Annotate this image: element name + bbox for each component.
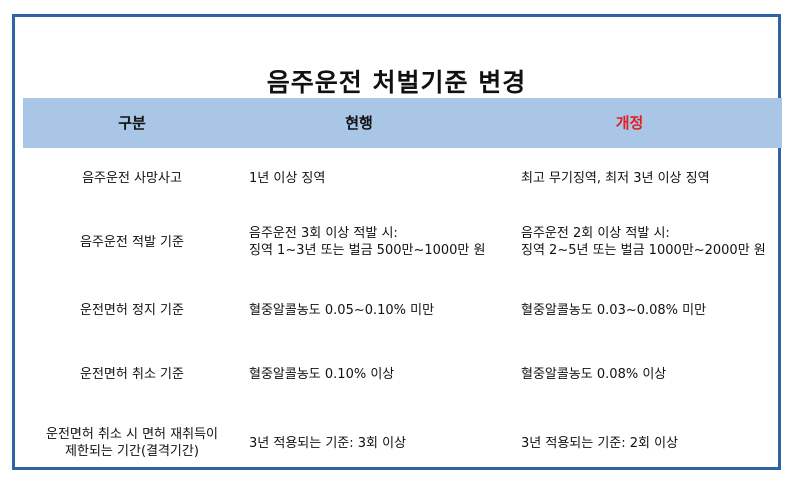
row-current: 혈중알콜농도 0.05~0.10% 미만 — [241, 302, 513, 319]
row-current-line: 1년 이상 징역 — [249, 170, 326, 186]
row-current: 1년 이상 징역 — [241, 170, 513, 187]
row-revised: 최고 무기징역, 최저 3년 이상 징역 — [513, 170, 782, 187]
row-revised: 혈중알콜농도 0.08% 이상 — [513, 366, 782, 383]
row-current-line: 혈중알콜농도 0.10% 이상 — [249, 366, 395, 382]
row-category: 운전면허 정지 기준 — [23, 302, 241, 319]
row-revised-line: 징역 2~5년 또는 벌금 1000만~2000만 원 — [521, 243, 766, 258]
row-category-line: 음주운전 적발 기준 — [80, 234, 184, 250]
table-row: 음주운전 사망사고 1년 이상 징역 최고 무기징역, 최저 3년 이상 징역 — [23, 148, 782, 208]
row-revised-line: 3년 적용되는 기준: 2회 이상 — [521, 435, 679, 451]
row-category-line: 제한되는 기간(결격기간) — [65, 444, 199, 459]
row-revised-line: 최고 무기징역, 최저 3년 이상 징역 — [521, 170, 710, 186]
row-revised: 3년 적용되는 기준: 2회 이상 — [513, 435, 782, 452]
row-category: 운전면허 취소 기준 — [23, 366, 241, 383]
row-revised: 혈중알콜농도 0.03~0.08% 미만 — [513, 302, 782, 319]
header-current: 현행 — [345, 113, 373, 132]
row-category-line: 운전면허 취소 기준 — [80, 366, 184, 382]
header-revised: 개정 — [615, 113, 644, 132]
row-current: 혈중알콜농도 0.10% 이상 — [241, 366, 513, 383]
row-category: 음주운전 적발 기준 — [23, 234, 241, 251]
row-category-line: 운전면허 정지 기준 — [80, 302, 184, 318]
table-header-row: 구분 현행 개정 — [23, 98, 782, 148]
page-title: 음주운전 처벌기준 변경 — [266, 68, 527, 97]
comparison-table: 구분 현행 개정 음주운전 사망사고 1년 이상 징역 최고 무기징역, 최저 … — [23, 98, 782, 482]
row-revised: 음주운전 2회 이상 적발 시: 징역 2~5년 또는 벌금 1000만~200… — [513, 225, 782, 259]
row-current: 음주운전 3회 이상 적발 시: 징역 1~3년 또는 벌금 500만~1000… — [241, 225, 513, 259]
table-row: 음주운전 적발 기준 음주운전 3회 이상 적발 시: 징역 1~3년 또는 벌… — [23, 208, 782, 276]
row-current-line: 음주운전 3회 이상 적발 시: — [249, 226, 398, 241]
row-current-line: 징역 1~3년 또는 벌금 500만~1000만 원 — [249, 243, 486, 258]
table-row: 운전면허 취소 기준 혈중알콜농도 0.10% 이상 혈중알콜농도 0.08% … — [23, 344, 782, 404]
table-frame: 음주운전 처벌기준 변경 구분 현행 개정 음주운전 사망사고 1년 이상 징역… — [12, 14, 782, 470]
row-current-line: 3년 적용되는 기준: 3회 이상 — [249, 435, 407, 451]
row-revised-line: 혈중알콜농도 0.08% 이상 — [521, 366, 667, 382]
table-row: 운전면허 정지 기준 혈중알콜농도 0.05~0.10% 미만 혈중알콜농도 0… — [23, 276, 782, 344]
header-category: 구분 — [118, 113, 146, 132]
row-revised-line: 음주운전 2회 이상 적발 시: — [521, 226, 670, 241]
row-category: 음주운전 사망사고 — [23, 170, 241, 187]
table-row: 운전면허 취소 시 면허 재취득이 제한되는 기간(결격기간) 3년 적용되는 … — [23, 404, 782, 482]
row-current-line: 혈중알콜농도 0.05~0.10% 미만 — [249, 302, 435, 318]
row-category-line: 음주운전 사망사고 — [82, 170, 182, 186]
row-revised-line: 혈중알콜농도 0.03~0.08% 미만 — [521, 302, 707, 318]
row-category-line: 운전면허 취소 시 면허 재취득이 — [45, 427, 218, 442]
row-category: 운전면허 취소 시 면허 재취득이 제한되는 기간(결격기간) — [23, 426, 241, 460]
row-current: 3년 적용되는 기준: 3회 이상 — [241, 435, 513, 452]
